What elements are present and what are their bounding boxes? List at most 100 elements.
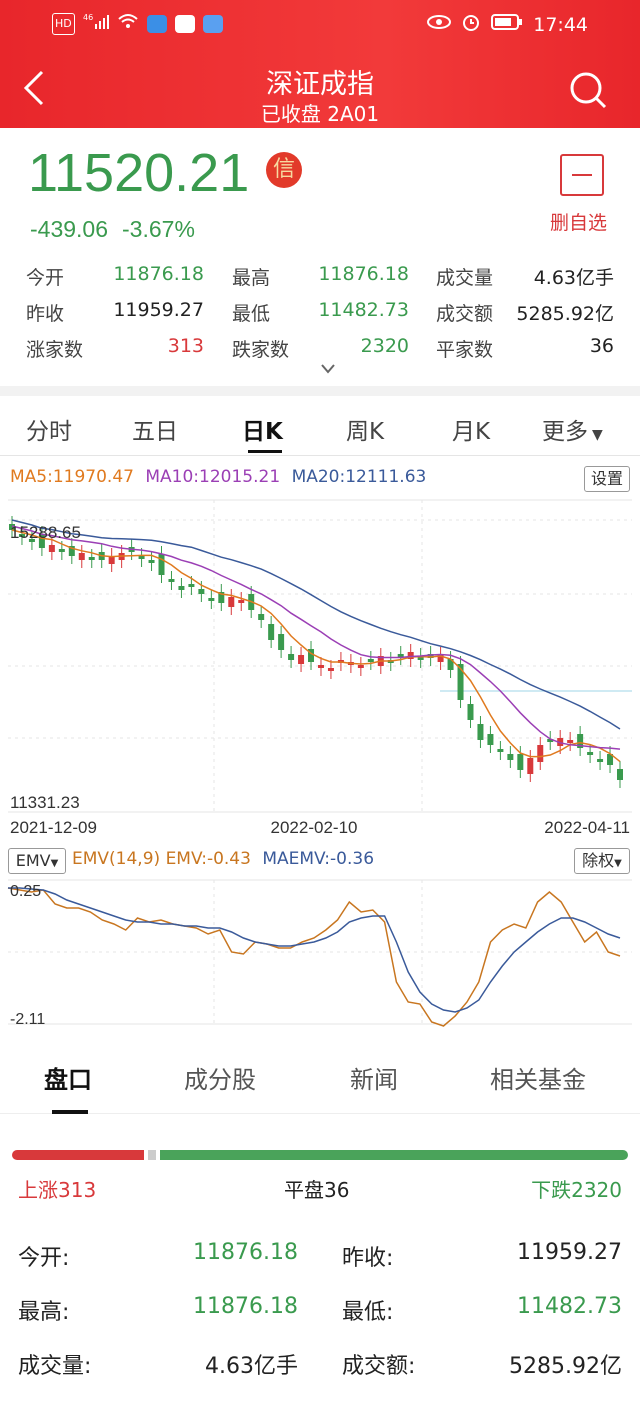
candle-body [477, 724, 484, 740]
health-icon [174, 14, 195, 33]
candle-body [367, 659, 374, 662]
change-percent: -3.67% [122, 216, 195, 242]
credit-badge[interactable]: 信 [266, 152, 302, 188]
x-tick-label: 2022-02-10 [271, 818, 358, 837]
detail-value: 4.63亿手 [205, 1354, 298, 1379]
candle-body [268, 624, 275, 640]
stat-label: 成交额 [436, 303, 494, 325]
candle-body [547, 739, 554, 742]
remove-watchlist-label[interactable]: 删自选 [550, 212, 608, 234]
caret-down-icon: ▼ [614, 858, 622, 869]
hd-icon: HD [52, 12, 75, 35]
stat-value: 11482.73 [318, 299, 409, 321]
detail-value: 5285.92亿 [509, 1354, 622, 1379]
battery-icon [491, 13, 523, 36]
candle-body [228, 597, 235, 607]
stat-value: 4.63亿手 [533, 267, 614, 289]
candle-body [78, 553, 85, 560]
candle-body [407, 652, 414, 659]
back-button[interactable] [22, 70, 48, 106]
candle-body [417, 656, 424, 660]
status-time: 17:44 [533, 13, 588, 36]
candle-body [447, 659, 454, 670]
stat-label: 平家数 [436, 339, 494, 361]
candle-body [278, 634, 285, 650]
detail-label: 最高: [18, 1300, 70, 1325]
tab-intraday[interactable]: 分时 [26, 419, 72, 445]
candlestick-chart[interactable]: 15288.65 11331.23 2021-12-09 2022-02-10 2022… [0, 492, 640, 842]
candle-body [308, 649, 315, 662]
search-icon [570, 72, 607, 109]
wifi-icon [117, 12, 139, 35]
breadth-flat-label: 平盘36 [284, 1178, 350, 1202]
stat-value: 313 [167, 335, 204, 357]
candle-body [527, 758, 534, 774]
candle-body [38, 534, 45, 548]
adjust-selector[interactable]: 除权▼ [574, 848, 630, 874]
candle-body [577, 734, 584, 748]
candle-body [68, 546, 75, 556]
detail-label: 最低: [342, 1300, 394, 1325]
tab-related-funds[interactable]: 相关基金 [490, 1066, 586, 1094]
candle-body [198, 589, 205, 594]
candle-body [317, 665, 324, 668]
search-button[interactable] [568, 70, 608, 110]
candle-body [168, 579, 175, 582]
tab-daily-k[interactable]: 日K [242, 419, 283, 445]
candle-body [467, 704, 474, 720]
svg-text:46: 46 [83, 13, 93, 22]
candle-body [437, 655, 444, 662]
tab-more[interactable]: 更多 ▼ [542, 412, 603, 446]
candle-body [18, 534, 25, 537]
candle-body [9, 524, 15, 530]
detail-label: 昨收: [342, 1246, 394, 1271]
stat-label: 最低 [232, 303, 271, 325]
emv-chart[interactable]: 0.25 -2.11 [0, 878, 640, 1028]
ma5-line [11, 529, 621, 763]
tab-news[interactable]: 新闻 [350, 1066, 398, 1094]
caret-down-icon: ▼ [50, 858, 59, 869]
remove-watchlist-button[interactable] [560, 154, 604, 196]
candle-body [138, 556, 145, 559]
detail-value: 11876.18 [193, 1294, 298, 1319]
candle-body [48, 545, 55, 552]
y-tick-label: -2.11 [10, 1011, 45, 1028]
tab-constituents[interactable]: 成分股 [184, 1066, 256, 1094]
detail-tabs: 盘口 成分股 新闻 相关基金 [0, 1042, 640, 1114]
y-max-label: 15288.65 [10, 523, 81, 542]
candle-body [148, 560, 155, 563]
settings-button[interactable]: 设置 [584, 466, 630, 492]
candle-body [617, 769, 623, 780]
stat-value: 11959.27 [113, 299, 204, 321]
indicator-selector[interactable]: EMV▼ [8, 848, 66, 874]
candle-body [88, 557, 95, 560]
active-tab-indicator [52, 1110, 88, 1114]
candle-body [487, 734, 494, 745]
stat-label: 今开 [26, 267, 65, 289]
detail-table: 今开: 11876.18 昨收: 11959.27 最高: 11876.18 最低: 1148… [18, 1240, 622, 1402]
chevron-down-icon[interactable] [320, 362, 336, 376]
chart-period-tabs: 分时 五日 日K 周K 月K 更多 ▼ [0, 400, 640, 456]
detail-row: 成交量: 4.63亿手 成交额: 5285.92亿 [18, 1348, 622, 1402]
tab-monthly-k[interactable]: 月K [452, 419, 491, 445]
breadth-up-label: 上涨313 [18, 1178, 97, 1202]
tab-five-day[interactable]: 五日 [132, 419, 178, 445]
tab-weekly-k[interactable]: 周K [346, 419, 385, 445]
market-status: 已收盘 2A01 [260, 102, 380, 126]
candle-body [507, 754, 514, 760]
candle-body [567, 740, 574, 743]
candle-body [208, 598, 215, 601]
detail-row: 最高: 11876.18 最低: 11482.73 [18, 1294, 622, 1348]
candle-body [258, 614, 265, 620]
ma20-value: MA20:12111.63 [291, 467, 427, 487]
maemv-series-line [8, 887, 621, 1013]
candle-body [537, 745, 544, 762]
emv-legend: EMV(14,9) EMV:-0.43 MAEMV:-0.36 [72, 849, 374, 869]
candle-body [178, 586, 185, 590]
candle-body [218, 592, 225, 603]
candle-body [397, 654, 404, 657]
adjust-label: 除权 [582, 851, 615, 870]
tab-order-book[interactable]: 盘口 [44, 1066, 92, 1094]
stats-grid: 今开 11876.18 最高 11876.18 成交量 4.63亿手 昨收 11959.27 最… [26, 263, 616, 371]
ma5-value: MA5:11970.47 [10, 467, 134, 487]
